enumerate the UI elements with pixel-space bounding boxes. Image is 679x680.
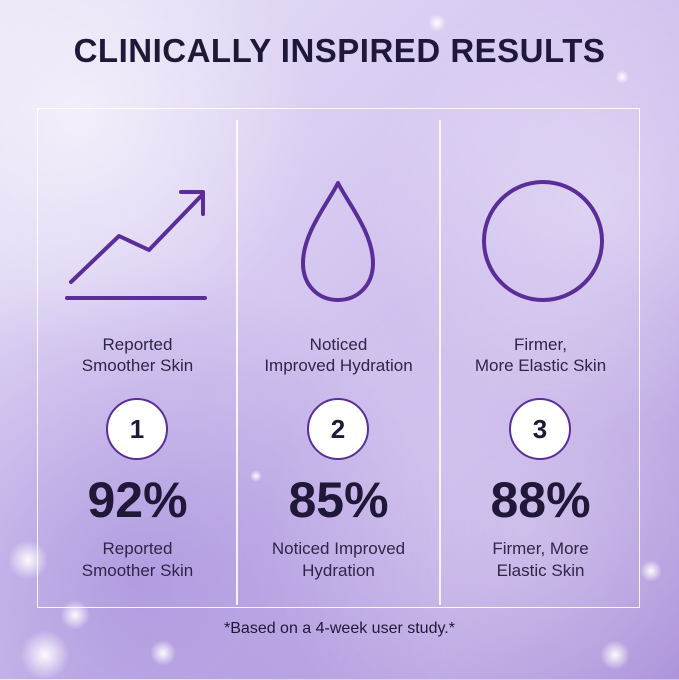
result-label-line: Smoother Skin [81,356,194,375]
sparkle-decoration [428,14,446,32]
result-label-line: Improved Hydration [264,356,413,375]
result-card-smoother-skin: Reported Smoother Skin 1 92% Reported Sm… [37,108,238,608]
result-card-elastic-skin: Firmer, More Elastic Skin 3 88% Firmer, … [440,108,641,608]
sparkle-decoration [250,470,262,482]
result-card-hydration: Noticed Improved Hydration 2 85% Noticed… [238,108,439,608]
result-label-line: Noticed [309,335,368,354]
number-badge: 2 [307,398,369,460]
page-title: CLINICALLY INSPIRED RESULTS [73,32,606,69]
result-description-line: Elastic Skin [496,561,585,580]
sparkle-decoration [20,630,70,680]
result-description-line: Hydration [302,561,375,580]
number-badge: 1 [106,398,168,460]
result-description: Reported Smoother Skin [37,538,238,582]
result-percent: 88% [490,472,591,528]
sparkle-decoration [640,560,662,582]
column-divider [439,120,441,605]
sparkle-decoration [8,540,48,580]
result-percent: 92% [87,472,188,528]
trend-up-icon [37,178,238,308]
circle-icon [440,178,641,308]
number-badge: 3 [509,398,571,460]
result-label: Firmer, More Elastic Skin [440,334,641,376]
result-description: Noticed Improved Hydration [238,538,439,582]
footnote: *Based on a 4-week user study.* [224,620,455,637]
result-percent: 85% [288,472,389,528]
water-drop-icon [238,178,439,308]
result-label-line: Firmer, [514,335,567,354]
result-description-line: Smoother Skin [81,561,194,580]
result-description-line: Firmer, More [492,539,589,558]
sparkle-decoration [600,640,630,670]
result-description: Firmer, More Elastic Skin [440,538,641,582]
result-label: Noticed Improved Hydration [238,334,439,376]
result-label-line: More Elastic Skin [474,356,607,375]
result-description-line: Noticed Improved [271,539,406,558]
sparkle-decoration [60,600,90,630]
result-label-line: Reported [102,335,173,354]
column-divider [236,120,238,605]
result-description-line: Reported [102,539,173,558]
sparkle-decoration [150,640,176,666]
results-frame [37,108,640,608]
result-label: Reported Smoother Skin [37,334,238,376]
sparkle-decoration [615,70,629,84]
